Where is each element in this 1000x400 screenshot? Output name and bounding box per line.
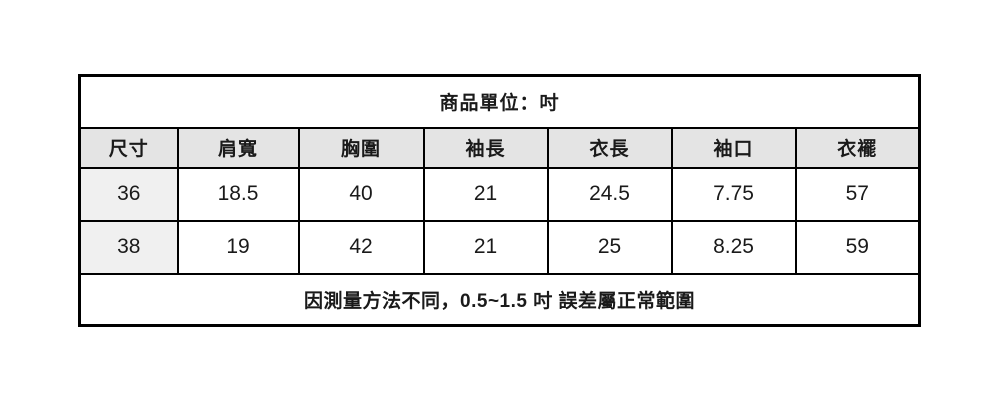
data-cell: 57 [794,166,921,222]
table-footnote-row: 因測量方法不同，0.5~1.5 吋 誤差屬正常範圍 [78,272,921,327]
data-cell: 21 [422,219,549,275]
col-header-chest: 胸圍 [297,126,425,169]
data-cell: 25 [546,219,673,275]
data-cell: 24.5 [546,166,673,222]
table-title: 商品單位：吋 [78,74,921,129]
col-header-cuff: 袖口 [670,126,797,169]
data-cell: 21 [422,166,549,222]
data-cell: 40 [297,166,425,222]
table-row-size-36: 36 18.5 40 21 24.5 7.75 57 [78,166,921,222]
data-cell: 42 [297,219,425,275]
table-title-row: 商品單位：吋 [78,74,921,129]
col-header-sleeve-length: 袖長 [422,126,549,169]
data-cell: 7.75 [670,166,797,222]
size-cell: 36 [78,166,179,222]
size-cell: 38 [78,219,179,275]
data-cell: 59 [794,219,921,275]
table-header-row: 尺寸 肩寬 胸圍 袖長 衣長 袖口 衣襬 [78,126,921,169]
col-header-size: 尺寸 [78,126,179,169]
data-cell: 18.5 [176,166,300,222]
col-header-shoulder: 肩寬 [176,126,300,169]
col-header-garment-length: 衣長 [546,126,673,169]
data-cell: 19 [176,219,300,275]
product-size-table: 商品單位：吋 尺寸 肩寬 胸圍 袖長 衣長 袖口 衣襬 36 18.5 40 2… [78,74,922,327]
table-row-size-38: 38 19 42 21 25 8.25 59 [78,219,921,275]
measurement-tolerance-note: 因測量方法不同，0.5~1.5 吋 誤差屬正常範圍 [78,272,921,327]
col-header-hem: 衣襬 [794,126,921,169]
data-cell: 8.25 [670,219,797,275]
